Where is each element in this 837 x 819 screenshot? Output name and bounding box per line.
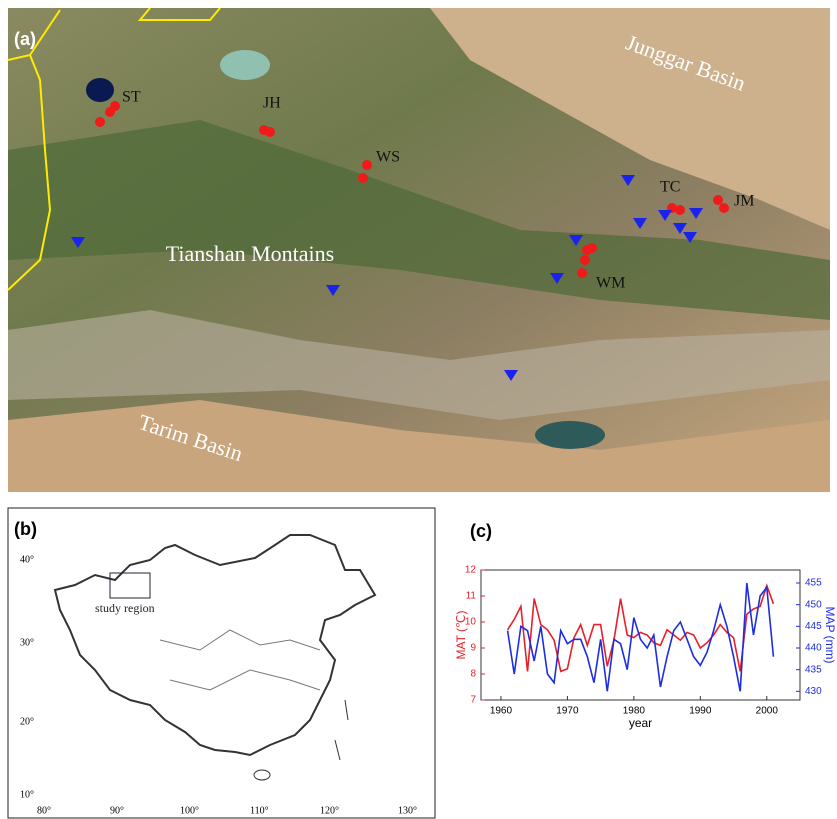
panel-a: (a) ST JH WS TC JM WM Junggar Basin Tian… xyxy=(8,8,830,492)
lon-label: 80° xyxy=(37,805,51,816)
lat-label: 10° xyxy=(20,789,34,800)
y2-tick-label: 440 xyxy=(805,643,822,654)
site-dot xyxy=(358,173,368,183)
y-tick-label: 9 xyxy=(470,643,476,654)
site-dot xyxy=(675,205,685,215)
site-dot xyxy=(95,117,105,127)
x-axis-title: year xyxy=(629,716,652,730)
x-tick-label: 1960 xyxy=(490,706,513,717)
site-dot xyxy=(577,268,587,278)
lon-label: 130° xyxy=(398,805,417,816)
x-tick-label: 1980 xyxy=(623,706,646,717)
figure: (a) ST JH WS TC JM WM Junggar Basin Tian… xyxy=(0,0,837,819)
y2-axis-title: MAP (mm) xyxy=(823,606,837,663)
lake xyxy=(535,421,605,449)
region-label: Tianshan Montains xyxy=(166,241,334,266)
lat-label: 20° xyxy=(20,716,34,727)
x-tick-label: 1990 xyxy=(689,706,712,717)
region-label: study region xyxy=(95,601,155,615)
y2-tick-label: 450 xyxy=(805,599,822,610)
site-label: WM xyxy=(596,275,625,292)
lon-label: 120° xyxy=(320,805,339,816)
y2-tick-label: 445 xyxy=(805,621,822,632)
lake xyxy=(86,78,114,102)
site-dot xyxy=(362,160,372,170)
x-tick-label: 1970 xyxy=(556,706,579,717)
y-tick-label: 12 xyxy=(465,565,477,576)
lat-label: 30° xyxy=(20,637,34,648)
lon-label: 110° xyxy=(250,805,269,816)
y-tick-label: 11 xyxy=(466,591,477,602)
y2-tick-label: 455 xyxy=(805,578,822,589)
site-label: JH xyxy=(263,95,281,112)
y2-tick-label: 430 xyxy=(805,686,822,697)
y-tick-label: 7 xyxy=(470,695,476,706)
lat-label: 40° xyxy=(20,554,34,565)
panel-label: (a) xyxy=(14,29,36,49)
site-label: TC xyxy=(660,179,680,196)
site-label: WS xyxy=(376,149,400,166)
panel-label: (b) xyxy=(14,519,37,539)
x-tick-label: 2000 xyxy=(756,706,779,717)
lon-label: 100° xyxy=(180,805,199,816)
panel-b: study region (b) 40° 30° 20° 10° 80° 90°… xyxy=(8,508,435,818)
y-tick-label: 8 xyxy=(470,669,476,680)
y2-tick-label: 435 xyxy=(805,664,822,675)
site-label: JM xyxy=(734,193,754,210)
lon-label: 90° xyxy=(110,805,124,816)
lake xyxy=(220,50,270,80)
site-label: ST xyxy=(122,89,141,106)
panel-label: (c) xyxy=(470,521,492,541)
site-dot xyxy=(713,195,723,205)
site-dot xyxy=(580,255,590,265)
site-dot xyxy=(587,243,597,253)
site-dot xyxy=(110,101,120,111)
site-dot xyxy=(719,203,729,213)
site-dot xyxy=(265,127,275,137)
map-frame xyxy=(8,508,435,818)
y-axis-title: MAT (℃) xyxy=(454,610,468,659)
